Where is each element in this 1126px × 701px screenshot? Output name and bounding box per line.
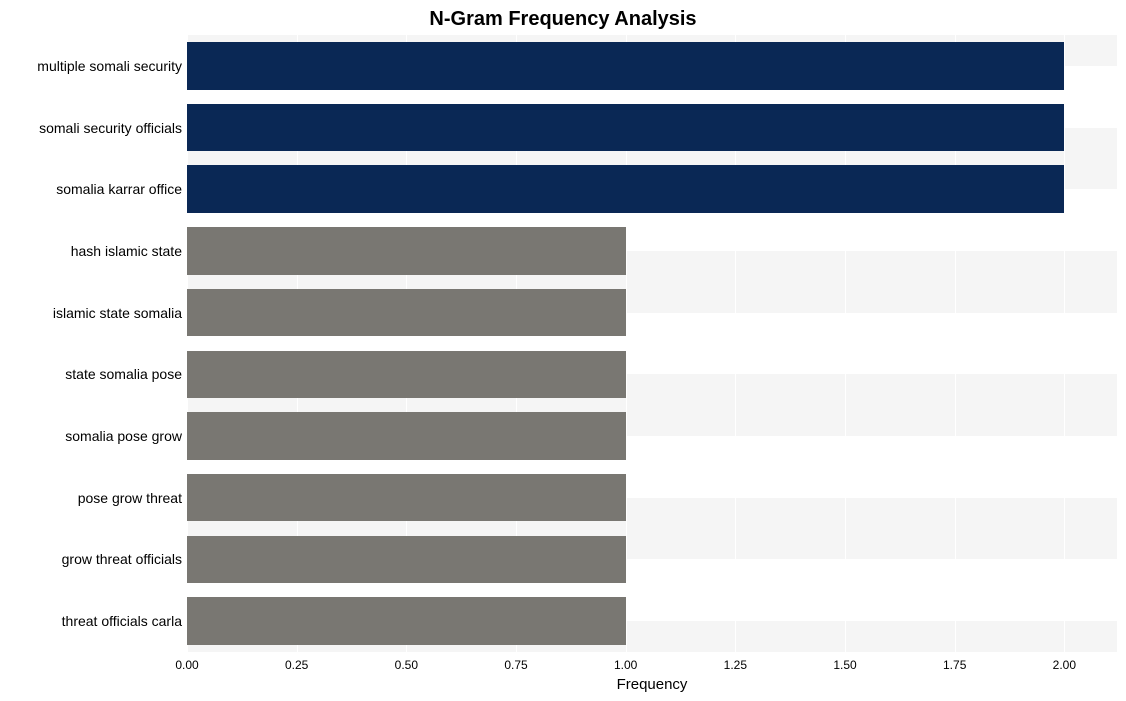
x-tick-label: 1.25 (724, 658, 747, 672)
bar (187, 165, 1064, 213)
y-tick-label: threat officials carla (62, 613, 182, 629)
y-tick-label: grow threat officials (62, 551, 182, 567)
x-axis-title: Frequency (187, 676, 1117, 693)
y-tick-label: islamic state somalia (53, 305, 182, 321)
ngram-chart: N-Gram Frequency Analysis Frequency mult… (0, 0, 1126, 701)
bar (187, 474, 626, 522)
x-tick-label: 0.75 (504, 658, 527, 672)
x-tick-label: 1.00 (614, 658, 637, 672)
bar (187, 351, 626, 399)
x-tick-label: 1.50 (833, 658, 856, 672)
grid-line (1064, 35, 1065, 652)
x-tick-label: 0.00 (175, 658, 198, 672)
bar (187, 42, 1064, 90)
x-tick-label: 2.00 (1053, 658, 1076, 672)
bar (187, 412, 626, 460)
bar (187, 104, 1064, 152)
bar (187, 289, 626, 337)
y-tick-label: somalia karrar office (56, 181, 182, 197)
bar (187, 227, 626, 275)
y-tick-label: pose grow threat (78, 490, 182, 506)
x-tick-label: 0.25 (285, 658, 308, 672)
plot-area (187, 35, 1117, 652)
chart-title: N-Gram Frequency Analysis (0, 8, 1126, 31)
y-tick-label: multiple somali security (37, 58, 182, 74)
bar (187, 597, 626, 645)
x-tick-label: 1.75 (943, 658, 966, 672)
bar (187, 536, 626, 584)
y-tick-label: somalia pose grow (65, 428, 182, 444)
x-tick-label: 0.50 (395, 658, 418, 672)
y-tick-label: state somalia pose (65, 366, 182, 382)
y-tick-label: somali security officials (39, 120, 182, 136)
y-tick-label: hash islamic state (71, 243, 182, 259)
